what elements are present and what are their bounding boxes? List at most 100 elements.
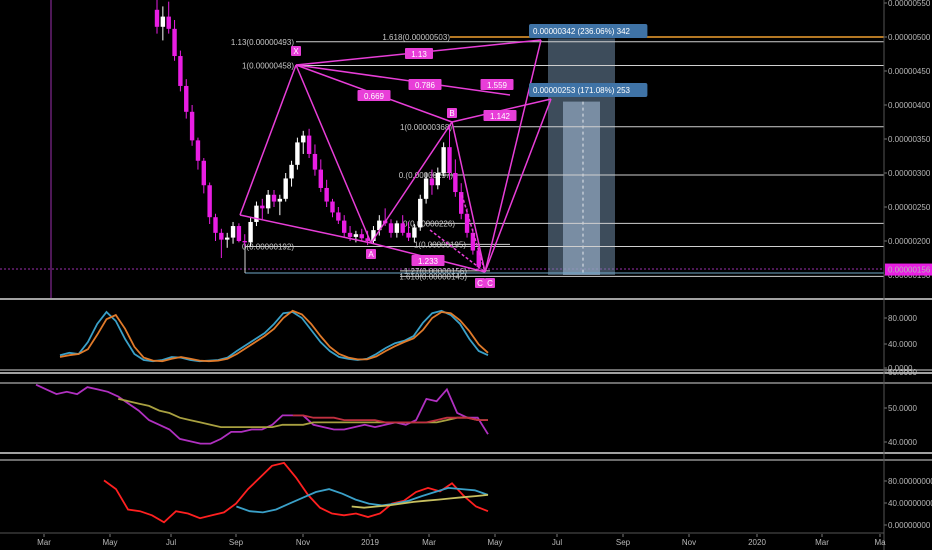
candle-body <box>347 232 353 237</box>
indicator-tick-label: 40.0000 <box>888 340 917 349</box>
candle-body <box>277 198 283 202</box>
pattern-ratio-label: 1.142 <box>490 112 511 121</box>
candle-body <box>172 28 177 57</box>
time-tick-label: Mar <box>37 538 51 547</box>
indicator-series-line <box>59 309 489 363</box>
candle-body <box>254 205 259 222</box>
current-price-label: 0.00000156 <box>888 266 931 275</box>
pattern-leg-c-t1 <box>484 39 542 273</box>
candle-body <box>178 56 183 86</box>
candle-body <box>318 169 323 188</box>
harmonic-pattern: X A B C C 1.13 0.786 0.669 1.559 1.142 1.233 0.0000… <box>239 24 648 288</box>
candle-body <box>306 135 312 154</box>
time-tick-label: Ma <box>874 538 886 547</box>
pattern-point-label: A <box>368 250 374 259</box>
fib-level-label: 1(0.00000368) <box>400 123 452 132</box>
price-tick-label: 0.00000350 <box>888 135 931 144</box>
time-tick-label: Sep <box>616 538 631 547</box>
indicator-series-line <box>59 309 489 363</box>
candle-body <box>406 232 411 238</box>
candle-body <box>195 140 201 161</box>
candle-body <box>412 227 417 238</box>
indicator-tick-label: 40.0000 <box>888 438 917 447</box>
pattern-point-label: C <box>487 279 493 288</box>
price-tick-label: 0.00000550 <box>888 0 931 8</box>
indicator-tick-label: 60.0000 <box>888 368 917 377</box>
candle-body <box>365 238 370 241</box>
candle-body <box>166 16 171 29</box>
fib-level-label: 1.27(0.00000156) <box>404 267 468 276</box>
target-label: 0.00000342 (236.06%) 342 <box>533 27 631 36</box>
fibonacci-levels: 1.618(0.00000503) 1.13(0.00000493) 1(0.000… <box>231 33 884 281</box>
candle-body <box>394 223 400 233</box>
candle-body <box>189 111 195 141</box>
pattern-point-label: B <box>449 109 454 118</box>
candle-body <box>388 223 394 233</box>
pattern-point-label: X <box>293 47 299 56</box>
pattern-ratio-label: 1.13 <box>411 50 427 59</box>
fib-level-label: 1(0.00000195) <box>414 240 466 249</box>
candle-body <box>207 185 212 218</box>
indicator-tick-label: 50.0000 <box>888 404 917 413</box>
indicator-tick-label: 40.00000000 <box>888 499 932 508</box>
pattern-point-badge <box>475 278 485 288</box>
candle-body <box>265 194 271 209</box>
price-tick-label: 0.00000450 <box>888 67 931 76</box>
pattern-leg-left-a <box>239 214 372 244</box>
pattern-ratio-badge <box>408 79 442 90</box>
pattern-point-badge <box>485 278 495 288</box>
time-tick-label: 2019 <box>361 538 379 547</box>
candle-body <box>342 220 347 233</box>
pattern-leg-xa <box>295 64 372 244</box>
candle-body <box>464 213 470 233</box>
time-tick-label: Mar <box>422 538 436 547</box>
indicator-pane-1: 80.0000 40.0000 0.0000 <box>59 309 917 373</box>
candle-body <box>435 173 440 186</box>
pattern-ratio-badge <box>405 48 433 59</box>
pattern-ratio-label: 0.669 <box>364 92 385 101</box>
price-tick-label: 0.00000200 <box>888 237 931 246</box>
candle-body <box>283 178 288 199</box>
fib-level-label: 1.618(0.00000145) <box>399 272 467 281</box>
pattern-leg-aux2 <box>461 194 486 273</box>
time-tick-label: Jul <box>552 538 562 547</box>
candle-body <box>470 232 476 251</box>
price-axis: 0.00000550 0.00000500 0.00000450 0.00000400… <box>883 0 932 550</box>
pattern-point-badge <box>291 46 301 56</box>
candle-body <box>230 226 236 238</box>
candle-body <box>371 230 376 241</box>
candle-body <box>248 221 253 243</box>
pattern-point-badge <box>366 249 376 259</box>
fib-level-label: 0(0.00000226) <box>403 219 455 228</box>
indicator-tick-label: 80.0000 <box>888 314 917 323</box>
pattern-leg-x-ext <box>295 64 511 96</box>
candle-body <box>324 187 329 202</box>
candle-body <box>213 217 218 233</box>
price-tick-label: 0.00000400 <box>888 101 931 110</box>
time-tick-label: Jul <box>166 538 176 547</box>
candle-body <box>447 147 452 173</box>
pattern-ratio-badge <box>483 110 517 121</box>
candle-body <box>312 153 318 170</box>
candle-body <box>429 178 435 186</box>
time-tick-label: Mar <box>815 538 829 547</box>
chart-panes <box>0 298 932 461</box>
candle-body <box>441 147 446 173</box>
pattern-ratio-label: 1.559 <box>487 81 508 90</box>
pattern-leg-ab <box>370 121 453 244</box>
pattern-ratio-badge <box>357 90 391 101</box>
indicator-pane-3: 80.00000000 40.00000000 0.00000000 <box>103 461 932 530</box>
candle-body <box>353 234 359 237</box>
indicator-series-line <box>351 494 489 509</box>
fib-level-label: 0(0.00000192) <box>242 242 294 251</box>
pattern-ratio-label: 0.786 <box>415 81 436 90</box>
pattern-leg-bc <box>451 121 486 273</box>
candle-body <box>418 198 423 228</box>
time-axis: Mar May Jul Sep Nov 2019 Mar May Jul Sep Nov 2020 Ma… <box>0 532 886 547</box>
candle-body <box>271 194 277 202</box>
pattern-leg-c-t2 <box>484 98 552 273</box>
indicator-series-line <box>236 486 489 514</box>
candle-body <box>377 220 382 231</box>
candle-body <box>400 223 405 233</box>
target-badge <box>529 83 648 97</box>
